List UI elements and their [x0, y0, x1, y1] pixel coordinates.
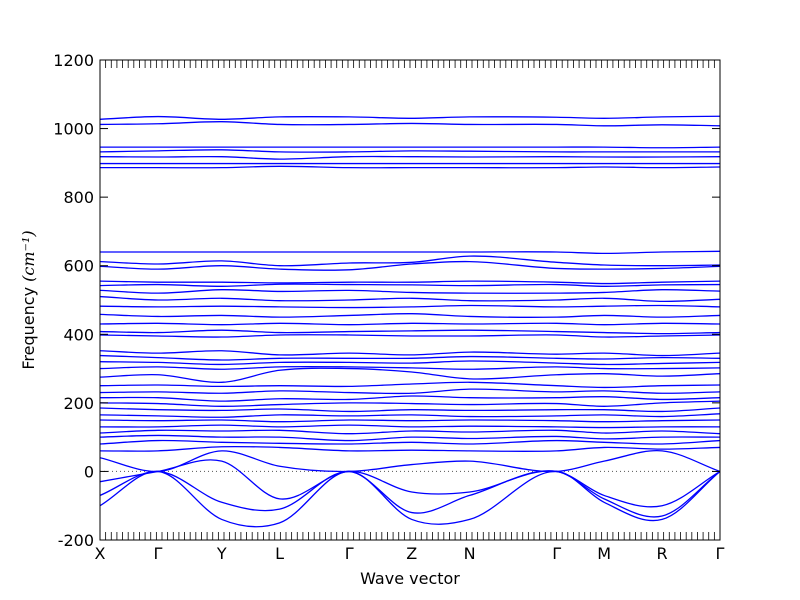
band-line-13 — [100, 289, 720, 294]
k-point-label: X — [95, 544, 106, 563]
band-line-14 — [100, 295, 720, 303]
band-line-32 — [100, 424, 720, 429]
k-point-label: M — [597, 544, 611, 563]
band-line-24 — [100, 367, 720, 383]
band-line-37 — [100, 450, 720, 473]
band-line-33 — [100, 429, 720, 435]
band-line-2 — [100, 121, 720, 127]
band-line-19 — [100, 334, 720, 338]
band-line-38 — [100, 459, 720, 508]
band-line-30 — [100, 413, 720, 418]
band-line-23 — [100, 365, 720, 370]
y-tick-label: -200 — [58, 531, 94, 550]
k-point-label: Γ — [345, 544, 354, 563]
band-line-26 — [100, 388, 720, 395]
band-line-9 — [100, 255, 720, 267]
band-line-29 — [100, 407, 720, 413]
y-tick-label: 1200 — [53, 51, 94, 70]
band-line-3 — [100, 146, 720, 149]
y-axis-label-unit: (cm⁻¹) — [19, 230, 38, 281]
band-line-39 — [100, 470, 720, 518]
y-axis-label-text: Frequency — [19, 282, 38, 370]
k-point-label: R — [657, 544, 668, 563]
x-axis-label: Wave vector — [360, 569, 460, 588]
band-line-27 — [100, 395, 720, 402]
band-line-21 — [100, 354, 720, 361]
band-line-31 — [100, 419, 720, 423]
k-point-label: Y — [216, 544, 227, 563]
band-line-4 — [100, 149, 720, 153]
y-tick-label: 600 — [63, 257, 94, 276]
band-line-15 — [100, 304, 720, 309]
band-line-12 — [100, 283, 720, 287]
y-tick-label: 800 — [63, 188, 94, 207]
k-point-label: N — [464, 544, 476, 563]
band-line-28 — [100, 400, 720, 407]
band-line-20 — [100, 350, 720, 357]
band-line-18 — [100, 329, 720, 335]
band-line-34 — [100, 434, 720, 442]
band-line-8 — [100, 250, 720, 255]
y-tick-label: 0 — [84, 462, 94, 481]
band-line-17 — [100, 322, 720, 326]
y-tick-label: 1000 — [53, 120, 94, 139]
axes-frame — [99, 59, 721, 541]
y-axis-label: Frequency (cm⁻¹) — [19, 230, 38, 369]
tick-labels: -200 0 200 400 600 800 1000 1200 X Γ Y L Γ Z N Γ M R Γ — [53, 51, 724, 563]
band-line-35 — [100, 439, 720, 445]
k-point-label: Γ — [716, 544, 725, 563]
k-point-label: Γ — [552, 544, 561, 563]
band-line-36 — [100, 445, 720, 453]
k-point-label: Z — [406, 544, 417, 563]
plot-area — [100, 115, 720, 528]
y-tick-label: 200 — [63, 394, 94, 413]
band-line-10 — [100, 260, 720, 271]
band-line-40 — [100, 470, 720, 528]
k-point-label: L — [275, 544, 284, 563]
band-line-25 — [100, 381, 720, 389]
k-point-label: Γ — [154, 544, 163, 563]
band-line-1 — [100, 115, 720, 120]
band-line-22 — [100, 360, 720, 366]
band-line-7 — [100, 165, 720, 169]
band-line-5 — [100, 155, 720, 160]
band-line-11 — [100, 280, 720, 285]
y-tick-label: 400 — [63, 325, 94, 344]
band-line-16 — [100, 313, 720, 318]
